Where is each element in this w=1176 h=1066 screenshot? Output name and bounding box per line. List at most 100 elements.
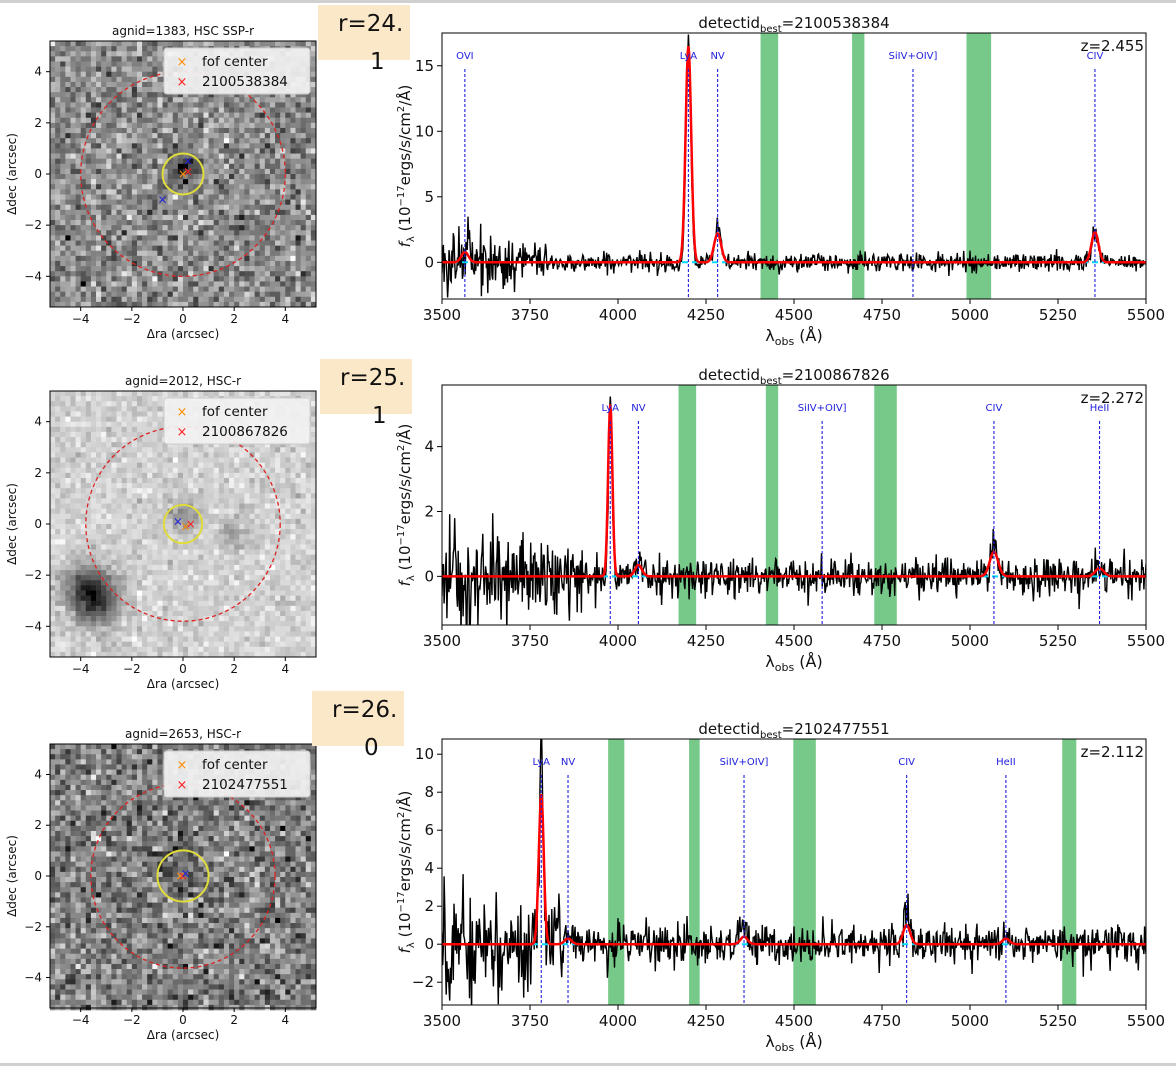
cutout-pixel — [85, 107, 92, 113]
cutout-pixel — [75, 457, 81, 463]
cutout-pixel — [249, 391, 255, 397]
cutout-pixel — [188, 651, 194, 658]
cutout-pixel — [223, 133, 230, 139]
cutout-pixel — [254, 301, 261, 308]
cutout-pixel — [218, 117, 225, 124]
cutout-pixel — [264, 127, 271, 134]
cutout-pixel — [65, 651, 71, 658]
cutout-pixel — [142, 559, 148, 566]
cutout-pixel — [244, 636, 250, 642]
cutout-pixel — [60, 204, 66, 211]
cutout-pixel — [280, 250, 286, 257]
cutout-pixel — [70, 483, 76, 489]
cutout-pixel — [142, 286, 148, 292]
cutout-pixel — [55, 447, 61, 453]
cutout-pixel — [193, 585, 199, 591]
cutout-pixel — [126, 143, 133, 149]
cutout-pixel — [147, 199, 153, 205]
cutout-pixel — [60, 595, 66, 602]
cutout-pixel — [234, 641, 240, 648]
cutout-pixel — [96, 97, 102, 103]
cutout-pixel — [80, 71, 87, 78]
cutout-pixel — [50, 554, 56, 561]
cutout-pixel — [152, 245, 158, 252]
cutout-pixel — [264, 148, 271, 154]
cutout-pixel — [310, 189, 317, 195]
cutout-pixel — [213, 539, 220, 545]
cutout-pixel — [254, 260, 261, 267]
cutout-pixel — [111, 281, 117, 287]
cutout-pixel — [290, 255, 296, 262]
cutout-pixel — [218, 646, 225, 653]
cutout-pixel — [172, 214, 179, 221]
cutout-pixel — [121, 286, 128, 292]
cutout-pixel — [229, 271, 235, 277]
cutout-pixel — [234, 240, 240, 246]
cutout-pixel — [167, 493, 174, 499]
cutout-pixel — [101, 214, 107, 221]
cutout-pixel — [239, 610, 245, 617]
cutout-pixel — [75, 194, 81, 200]
cutout-pixel — [126, 87, 133, 93]
cutout-pixel — [55, 411, 61, 417]
cutout-pixel — [310, 102, 317, 108]
cutout-pixel — [198, 184, 204, 190]
cutout-pixel — [295, 168, 301, 175]
cutout-pixel — [183, 513, 189, 520]
cutout-pixel — [275, 102, 281, 108]
cutout-pixel — [111, 56, 117, 62]
cutout-pixel — [183, 549, 189, 555]
cutout-pixel — [239, 174, 245, 180]
cutout-pixel — [218, 554, 225, 561]
cutout-pixel — [234, 122, 240, 129]
cutout-pixel — [254, 646, 261, 653]
cutout-pixel — [193, 631, 199, 637]
cutout-pixel — [50, 158, 56, 165]
cutout-pixel — [75, 534, 81, 540]
cutout-pixel — [218, 260, 225, 267]
cutout-pixel — [136, 245, 143, 252]
cutout-pixel — [152, 276, 158, 282]
cutout-pixel — [90, 524, 97, 530]
cutout-pixel — [80, 477, 87, 484]
cutout-pixel — [70, 549, 76, 555]
cutout-pixel — [75, 250, 81, 257]
cutout-pixel — [183, 260, 189, 267]
cutout-pixel — [177, 457, 184, 463]
cutout-pixel — [75, 214, 81, 221]
cutout-pixel — [244, 580, 250, 586]
cutout-pixel — [126, 477, 133, 484]
cutout-pixel — [116, 76, 122, 83]
cutout-pixel — [259, 163, 266, 170]
cutout-pixel — [75, 554, 81, 561]
cutout-pixel — [121, 426, 128, 433]
cutout-pixel — [193, 148, 199, 154]
cutout-pixel — [106, 564, 112, 571]
cutout-pixel — [259, 616, 266, 622]
cutout-pixel — [198, 631, 204, 637]
cutout-pixel — [147, 406, 153, 412]
cutout-pixel — [249, 122, 255, 129]
cutout-pixel — [101, 112, 107, 119]
cutout-pixel — [121, 163, 128, 170]
cutout-pixel — [188, 621, 194, 627]
cutout-pixel — [249, 621, 255, 627]
cutout-pixel — [111, 590, 117, 596]
cutout-pixel — [60, 271, 66, 277]
cutout-pixel — [65, 87, 71, 93]
cutout-pixel — [131, 391, 138, 397]
cutout-pixel — [142, 616, 148, 622]
cutout-pixel — [85, 580, 92, 586]
cutout-pixel — [183, 291, 189, 298]
cutout-pixel — [305, 158, 312, 165]
cutout-pixel — [249, 472, 255, 479]
cutout-pixel — [152, 92, 158, 98]
cutout-pixel — [80, 447, 87, 453]
cutout-pixel — [75, 616, 81, 622]
cutout-pixel — [121, 266, 128, 272]
cutout-pixel — [244, 488, 250, 494]
cutout-pixel — [218, 503, 225, 509]
cutout-pixel — [101, 122, 107, 129]
cutout-pixel — [208, 163, 214, 170]
cutout-pixel — [126, 204, 133, 211]
